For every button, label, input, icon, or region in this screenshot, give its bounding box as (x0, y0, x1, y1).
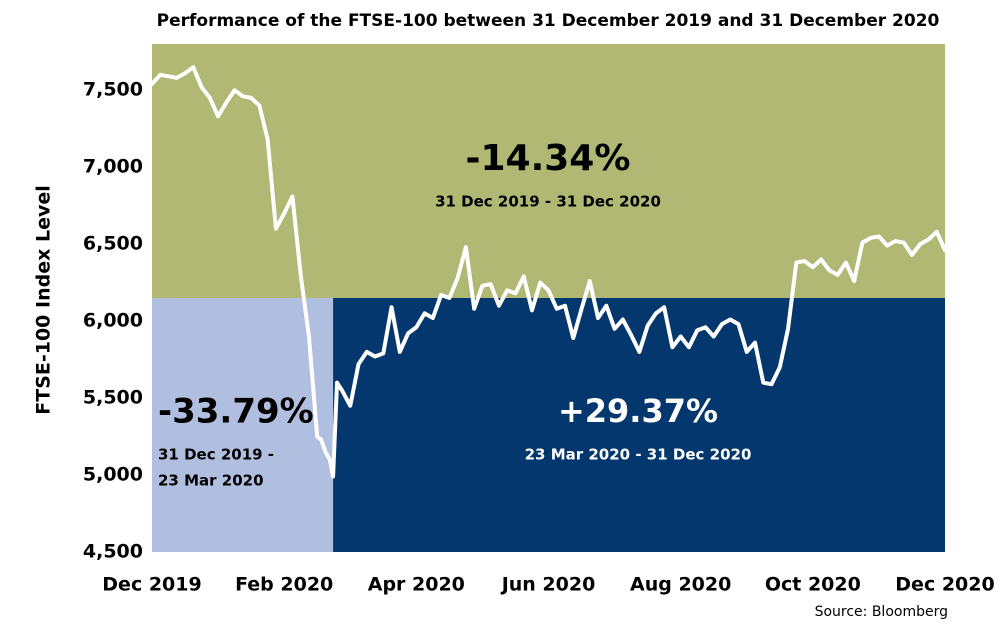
x-tick-label: Apr 2020 (368, 574, 465, 596)
x-tick-label: Oct 2020 (765, 574, 861, 596)
series-line (150, 65, 947, 479)
annotation-period: 23 Mar 2020 - 31 Dec 2020 (525, 446, 752, 464)
annotation-value: +29.37% (558, 392, 718, 430)
y-tick-label: 5,000 (83, 464, 143, 486)
y-tick-label: 7,500 (83, 79, 143, 101)
x-tick-label: Feb 2020 (235, 574, 333, 596)
annotation-value: -33.79% (158, 392, 314, 432)
y-tick-label: 4,500 (83, 541, 143, 563)
annotation-period: 23 Mar 2020 (158, 472, 264, 490)
y-axis-label: FTSE-100 Index Level (33, 185, 55, 415)
x-tick-label: Jun 2020 (500, 574, 596, 596)
region (333, 298, 945, 552)
y-tick-label: 7,000 (83, 156, 143, 178)
x-tick-label: Dec 2019 (102, 574, 201, 596)
chart-title: Performance of the FTSE-100 between 31 D… (157, 11, 940, 31)
x-tick-label: Dec 2020 (895, 574, 994, 596)
annotation-value: -14.34% (466, 138, 631, 179)
annotation-period: 31 Dec 2019 - (158, 446, 274, 464)
region (152, 298, 334, 552)
y-tick-label: 5,500 (83, 387, 143, 409)
y-tick-label: 6,000 (83, 310, 143, 332)
y-tick-label: 6,500 (83, 233, 143, 255)
region (152, 44, 945, 298)
x-tick-label: Aug 2020 (630, 574, 731, 596)
source: Source: Bloomberg (815, 604, 948, 620)
annotation-period: 31 Dec 2019 - 31 Dec 2020 (435, 193, 661, 211)
